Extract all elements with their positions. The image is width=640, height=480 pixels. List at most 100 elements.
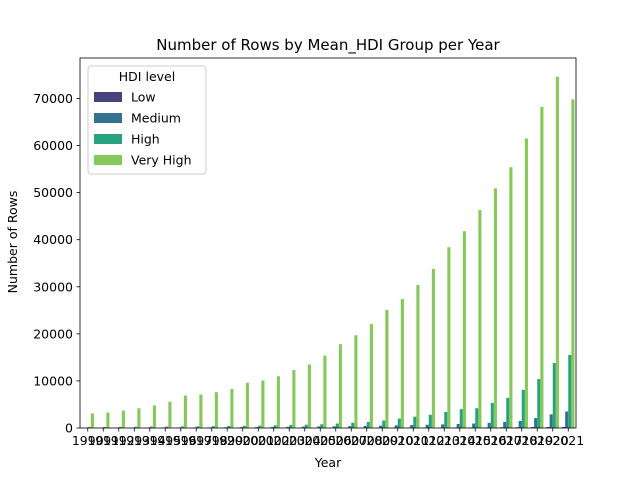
bar-medium-2018: [518, 420, 522, 428]
x-tick-label: 2011: [397, 433, 429, 448]
y-tick-label: 50000: [33, 185, 73, 200]
bar-medium-2016: [487, 422, 491, 428]
bar-medium-2003: [286, 426, 290, 428]
bar-low-2020: [546, 427, 550, 428]
bar-medium-2008: [363, 425, 367, 428]
legend-swatch-high: [94, 134, 122, 144]
legend-label: Very High: [131, 153, 192, 168]
x-tick-label: 2007: [335, 433, 367, 448]
x-tick-label: 2016: [475, 433, 507, 448]
bar-very-high-1992: [121, 410, 125, 428]
bar-medium-2020: [549, 414, 553, 428]
y-axis-label: Number of Rows: [5, 191, 20, 294]
bar-medium-2004: [301, 426, 305, 428]
x-tick-label: 2010: [382, 433, 414, 448]
legend-label: Medium: [131, 111, 181, 126]
bar-high-2016: [490, 403, 494, 428]
bar-high-2002: [273, 425, 277, 428]
bar-medium-2019: [534, 418, 538, 428]
bar-very-high-2000: [245, 382, 249, 428]
bar-very-high-2002: [276, 376, 280, 428]
x-tick-label: 2021: [552, 433, 584, 448]
bar-very-high-2008: [369, 323, 373, 428]
legend: HDI level Low Medium High Very High: [87, 65, 207, 175]
x-tick-label: 2005: [304, 433, 336, 448]
x-tick-label: 2004: [289, 433, 321, 448]
bar-very-high-2003: [292, 370, 296, 428]
bar-medium-2009: [379, 425, 383, 428]
bar-high-1999: [227, 426, 231, 428]
bar-high-2000: [242, 425, 246, 428]
x-tick-label: 1992: [103, 433, 135, 448]
bar-high-2006: [335, 423, 339, 428]
bar-medium-2017: [503, 421, 507, 428]
y-tick-label: 30000: [33, 279, 73, 294]
legend-label: High: [131, 132, 160, 147]
bar-high-2010: [397, 418, 401, 428]
bar-medium-2006: [332, 426, 336, 428]
bar-very-high-2004: [307, 364, 311, 428]
legend-swatch-very-high: [94, 155, 122, 165]
x-tick-label: 2008: [351, 433, 383, 448]
bar-very-high-2016: [493, 188, 497, 428]
bar-very-high-2015: [478, 210, 482, 428]
bar-medium-2001: [255, 427, 259, 428]
bar-high-2019: [537, 379, 541, 428]
bar-medium-2011: [410, 425, 414, 428]
plot-frame: [79, 57, 577, 429]
bar-medium-2007: [348, 426, 352, 428]
y-tick-label: 40000: [33, 232, 73, 247]
x-tick-label: 1993: [118, 433, 150, 448]
x-tick-label: 1994: [134, 433, 166, 448]
legend-swatch-medium: [94, 113, 122, 123]
bar-low-2019: [531, 427, 535, 428]
bar-low-2021: [562, 426, 566, 428]
bar-high-2001: [258, 425, 262, 428]
x-tick-label: 1990: [72, 433, 104, 448]
bar-very-high-2019: [540, 106, 544, 429]
x-tick-label: 2009: [366, 433, 398, 448]
x-tick-label: 2013: [428, 433, 460, 448]
bar-high-2003: [289, 425, 293, 428]
bar-very-high-1994: [152, 405, 156, 428]
axes-layer: 0 10000 20000 30000 40000 50000 60000 70000 1990…: [33, 57, 584, 448]
x-axis-label: Year: [314, 455, 342, 470]
x-tick-label: 2012: [413, 433, 445, 448]
legend-swatch-low: [94, 92, 122, 102]
bar-high-2005: [320, 424, 324, 428]
bar-medium-2005: [317, 426, 321, 428]
bar-medium-2013: [441, 424, 445, 428]
bar-very-high-2006: [338, 344, 342, 428]
x-tick-label: 1996: [165, 433, 197, 448]
x-tick-label: 2017: [490, 433, 522, 448]
bar-medium-2012: [425, 424, 429, 428]
bar-very-high-2021: [571, 99, 575, 429]
bar-very-high-2017: [509, 167, 513, 428]
bar-very-high-1998: [214, 392, 218, 428]
bar-very-high-2005: [323, 355, 327, 428]
bar-very-high-1999: [230, 388, 234, 428]
y-tick-label: 70000: [33, 91, 73, 106]
bar-high-2018: [521, 389, 525, 428]
bar-very-high-2013: [447, 247, 451, 428]
bar-high-1996: [180, 426, 184, 428]
bar-very-high-2011: [416, 284, 420, 428]
bar-high-2012: [428, 414, 432, 428]
x-tick-label: 2001: [242, 433, 274, 448]
bar-very-high-1991: [106, 412, 110, 428]
bars-layer: [81, 76, 575, 429]
bar-medium-2015: [472, 423, 476, 428]
bar-medium-2002: [270, 426, 274, 428]
bar-high-2017: [506, 397, 510, 428]
chart-title: Number of Rows by Mean_HDI Group per Yea…: [156, 36, 500, 55]
bar-very-high-1996: [183, 395, 187, 428]
bar-very-high-1995: [168, 401, 172, 428]
bar-high-1992: [118, 426, 122, 428]
legend-title: HDI level: [119, 69, 175, 84]
x-tick-label: 2014: [444, 433, 476, 448]
bar-high-2009: [382, 420, 386, 428]
bar-medium-2014: [456, 424, 460, 428]
bar-medium-2000: [239, 427, 243, 428]
y-tick-label: 0: [65, 421, 73, 436]
